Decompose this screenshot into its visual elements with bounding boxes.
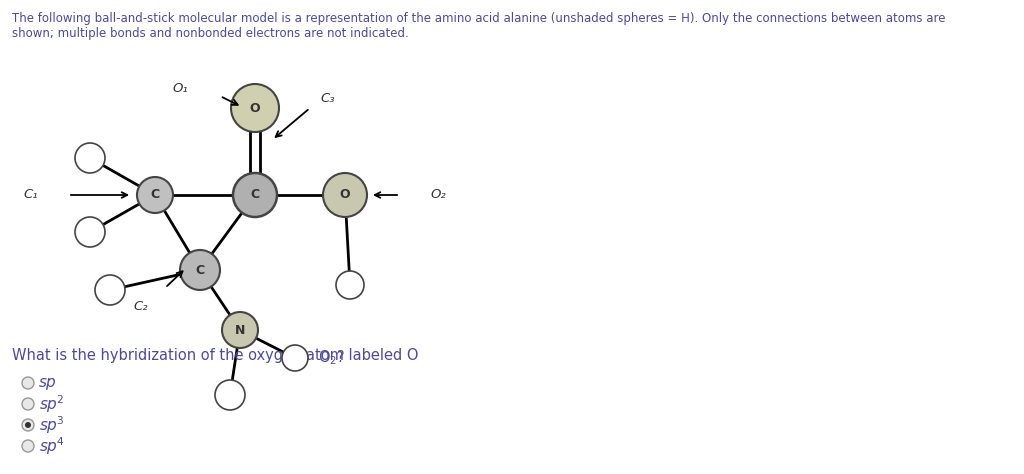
Circle shape: [222, 312, 258, 348]
Circle shape: [231, 84, 279, 132]
Circle shape: [22, 419, 34, 431]
Text: C: C: [251, 189, 259, 201]
Text: C₂: C₂: [133, 300, 148, 312]
Circle shape: [75, 217, 105, 247]
Circle shape: [75, 143, 105, 173]
Text: O₁: O₁: [172, 82, 188, 94]
Text: C: C: [196, 264, 205, 276]
Text: O: O: [340, 189, 350, 201]
Circle shape: [282, 345, 308, 371]
Circle shape: [336, 271, 364, 299]
Text: sp$^4$: sp$^4$: [39, 435, 65, 457]
Text: C₃: C₃: [319, 91, 335, 104]
Circle shape: [22, 398, 34, 410]
Circle shape: [180, 250, 220, 290]
Text: What is the hybridization of the oxygen atom labeled O: What is the hybridization of the oxygen …: [12, 348, 419, 363]
Circle shape: [323, 173, 367, 217]
Circle shape: [22, 377, 34, 389]
Circle shape: [233, 173, 278, 217]
Circle shape: [25, 422, 31, 428]
Text: O₂: O₂: [430, 189, 445, 201]
Text: $\mathregular{O_2}$?: $\mathregular{O_2}$?: [318, 348, 345, 367]
Circle shape: [95, 275, 125, 305]
Text: The following ball-and-stick molecular model is a representation of the amino ac: The following ball-and-stick molecular m…: [12, 12, 945, 25]
Text: sp$^3$: sp$^3$: [39, 414, 65, 436]
Text: C₁: C₁: [24, 189, 38, 201]
Circle shape: [215, 380, 245, 410]
Text: O: O: [250, 101, 260, 115]
Text: sp: sp: [39, 375, 56, 391]
Text: shown; multiple bonds and nonbonded electrons are not indicated.: shown; multiple bonds and nonbonded elec…: [12, 27, 409, 40]
Text: sp$^2$: sp$^2$: [39, 393, 65, 415]
Text: C: C: [151, 189, 160, 201]
Circle shape: [22, 440, 34, 452]
Circle shape: [137, 177, 173, 213]
Text: N: N: [234, 323, 245, 337]
